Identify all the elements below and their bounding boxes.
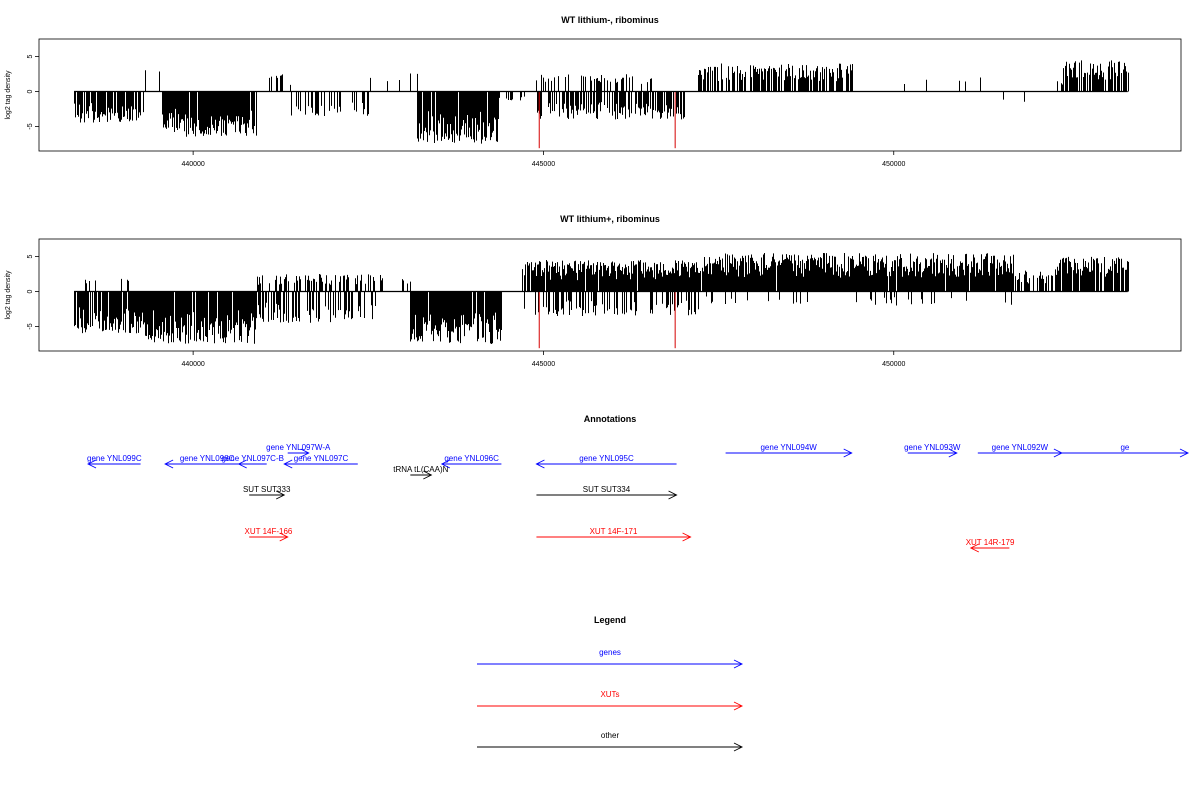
x-tick-label: 445000 bbox=[532, 161, 555, 168]
annotation-feature: gene YNL098C bbox=[164, 454, 250, 469]
panel-title: WT lithium-, ribominus bbox=[561, 15, 659, 25]
feature-label: gene YNL093W bbox=[904, 443, 961, 452]
legend-label: XUTs bbox=[600, 690, 619, 699]
feature-arrowhead bbox=[682, 532, 692, 542]
feature-arrowhead bbox=[164, 459, 174, 469]
feature-label: gene YNL097W-A bbox=[266, 443, 331, 452]
feature-label: gene YNL099C bbox=[87, 454, 142, 463]
legend-entry: genes bbox=[477, 648, 744, 669]
annotation-feature: ge bbox=[1061, 443, 1190, 458]
feature-label: SUT SUT334 bbox=[583, 485, 631, 494]
annotation-feature: SUT SUT334 bbox=[536, 485, 678, 500]
legend-entries: genes XUTs other bbox=[477, 648, 744, 752]
feature-label: XUT 14F-166 bbox=[245, 527, 293, 536]
feature-label: gene YNL092W bbox=[992, 443, 1049, 452]
legend-label: other bbox=[601, 731, 620, 740]
axes: -5 0 5 440000 445000 450000 bbox=[27, 54, 1128, 168]
feature-arrowhead bbox=[535, 459, 545, 469]
x-tick-label: 440000 bbox=[181, 361, 204, 368]
panel-title: WT lithium+, ribominus bbox=[560, 214, 660, 224]
feature-label: SUT SUT333 bbox=[243, 485, 291, 494]
legend: Legend genes XUTs other bbox=[477, 615, 744, 752]
feature-label: ge bbox=[1120, 443, 1129, 452]
feature-arrowhead bbox=[733, 659, 744, 669]
annotation-feature: SUT SUT333 bbox=[243, 485, 291, 500]
feature-label: gene YNL095C bbox=[579, 454, 634, 463]
y-axis-label: log2 tag density bbox=[5, 270, 12, 320]
feature-arrowhead bbox=[300, 448, 310, 458]
annotation-feature: gene YNL094W bbox=[725, 443, 853, 458]
feature-label: gene YNL097C-B bbox=[221, 454, 284, 463]
annotation-feature: XUT 14F-171 bbox=[536, 527, 692, 542]
legend-title: Legend bbox=[594, 615, 626, 625]
annotation-feature: gene YNL092W bbox=[977, 443, 1063, 458]
feature-arrowhead bbox=[668, 490, 678, 500]
annotation-feature: XUT 14R-179 bbox=[966, 538, 1015, 553]
feature-arrowhead bbox=[969, 543, 980, 553]
feature-arrowhead bbox=[276, 490, 286, 500]
feature-arrowhead bbox=[237, 459, 247, 469]
plot-frame bbox=[38, 38, 1182, 152]
annotation-feature: gene YNL095C bbox=[535, 454, 677, 469]
annotation-feature: XUT 14F-166 bbox=[245, 527, 293, 542]
annotation-feature: gene YNL097W-A bbox=[266, 443, 331, 458]
feature-label: gene YNL097C bbox=[294, 454, 349, 463]
legend-entry: XUTs bbox=[477, 690, 744, 711]
y-tick-label: 5 bbox=[27, 254, 34, 258]
legend-entry: other bbox=[477, 731, 744, 752]
feature-arrowhead bbox=[1179, 448, 1190, 458]
annotation-feature: gene YNL097C-B bbox=[221, 454, 284, 469]
feature-arrowhead bbox=[948, 448, 958, 458]
feature-arrowhead bbox=[87, 459, 97, 469]
density-bars bbox=[74, 253, 1129, 349]
density-panel-lithium-minus: WT lithium-, ribominus log2 tag density … bbox=[5, 15, 1182, 168]
feature-label: gene YNL098C bbox=[180, 454, 235, 463]
feature-label: gene YNL094W bbox=[760, 443, 817, 452]
feature-label: XUT 14F-171 bbox=[590, 527, 638, 536]
y-tick-label: -5 bbox=[27, 323, 34, 329]
density-bars bbox=[74, 60, 1129, 149]
x-tick-label: 450000 bbox=[882, 161, 905, 168]
annotation-track: Annotations gene YNL099C gene YNL098Cgene… bbox=[87, 414, 1190, 553]
annotation-title: Annotations bbox=[584, 414, 637, 424]
feature-arrowhead bbox=[440, 459, 451, 469]
feature-label: gene YNL096C bbox=[444, 454, 499, 463]
feature-label: XUT 14R-179 bbox=[966, 538, 1015, 547]
x-tick-label: 440000 bbox=[181, 161, 204, 168]
x-tick-label: 445000 bbox=[532, 361, 555, 368]
legend-label: genes bbox=[599, 648, 621, 657]
annotation-feature: gene YNL096C bbox=[440, 454, 502, 469]
axes: -5 0 5 440000 445000 450000 bbox=[27, 254, 1128, 368]
y-axis-label: log2 tag density bbox=[5, 70, 12, 120]
x-tick-label: 450000 bbox=[882, 361, 905, 368]
feature-arrowhead bbox=[423, 470, 433, 480]
annotation-feature: gene YNL093W bbox=[904, 443, 961, 458]
y-tick-label: 0 bbox=[27, 89, 34, 93]
y-tick-label: 5 bbox=[27, 54, 34, 58]
y-tick-label: -5 bbox=[27, 123, 34, 129]
density-panel-lithium-plus: WT lithium+, ribominus log2 tag density … bbox=[5, 214, 1182, 368]
feature-arrowhead bbox=[733, 742, 744, 752]
feature-arrowhead bbox=[283, 459, 293, 469]
feature-arrowhead bbox=[279, 532, 289, 542]
feature-arrowhead bbox=[843, 448, 853, 458]
annotation-feature: tRNA tL(CAA)N bbox=[393, 465, 449, 480]
annotation-feature: gene YNL097C bbox=[283, 454, 358, 469]
plot-frame bbox=[38, 238, 1182, 352]
feature-label: tRNA tL(CAA)N bbox=[393, 465, 448, 474]
annotation-feature: gene YNL099C bbox=[87, 454, 142, 469]
y-tick-label: 0 bbox=[27, 289, 34, 293]
feature-arrowhead bbox=[733, 701, 744, 711]
